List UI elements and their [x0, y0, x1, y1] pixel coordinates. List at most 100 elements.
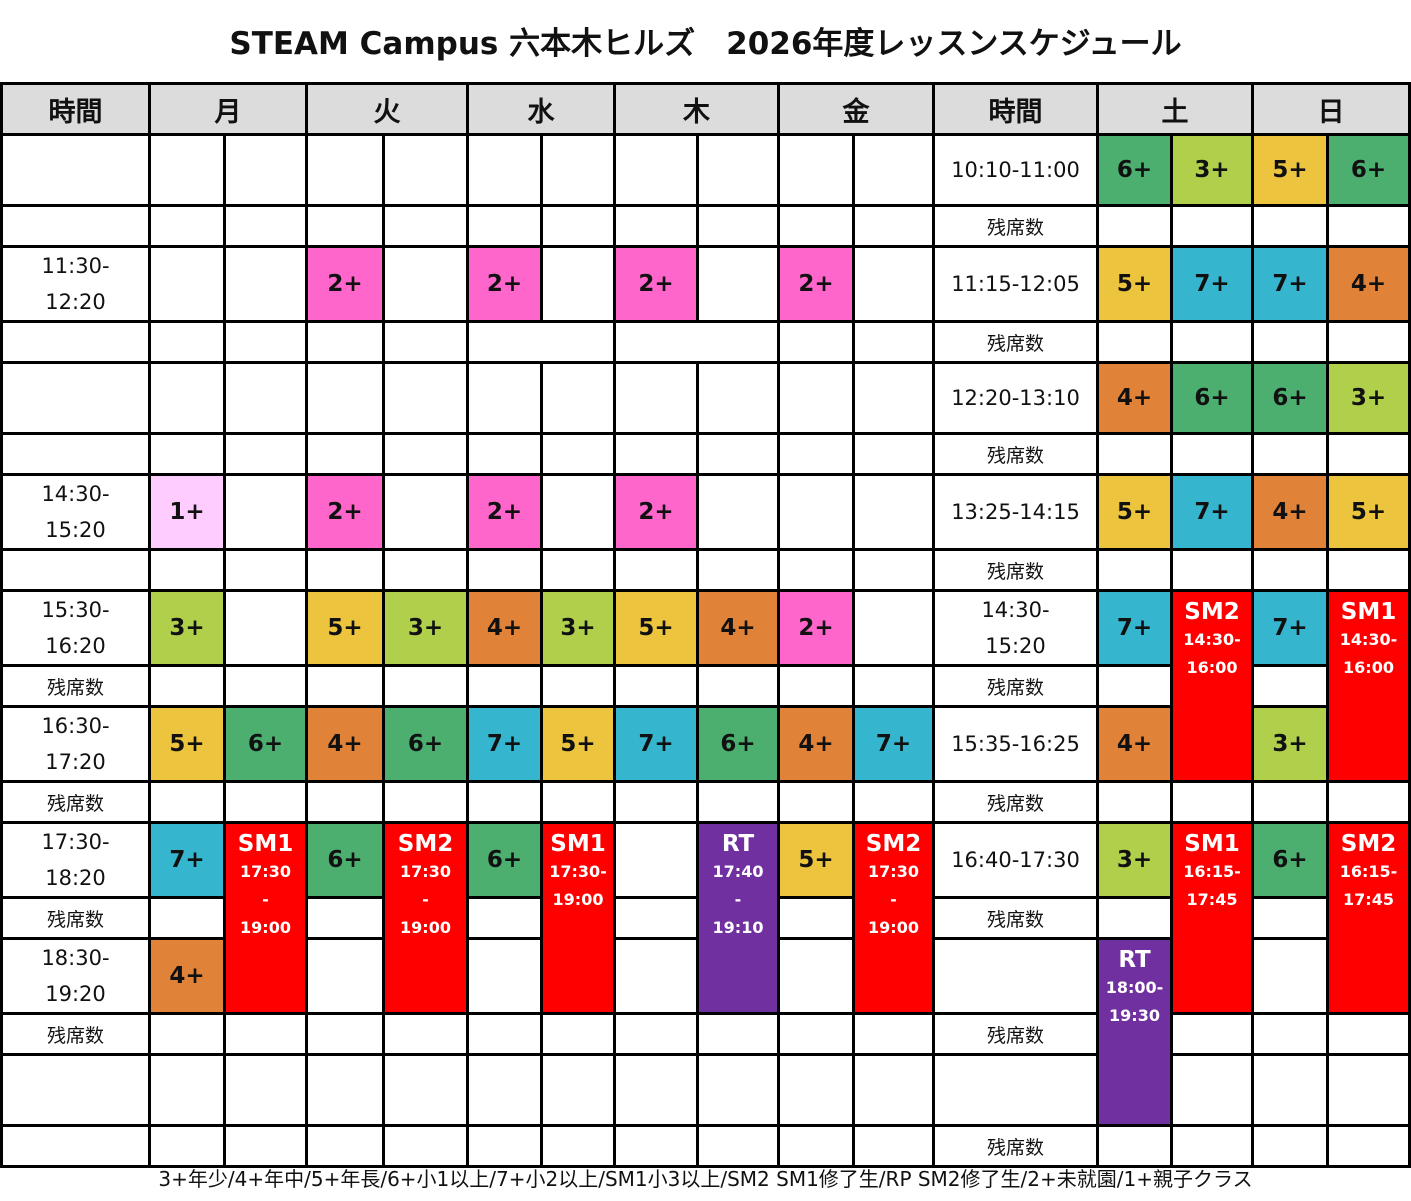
empty-cell	[466, 133, 543, 207]
weekend-time: 10:10-11:00	[932, 133, 1099, 207]
empty-cell	[777, 432, 855, 476]
header-thu: 木	[613, 82, 780, 136]
empty-cell	[382, 1124, 469, 1168]
lesson-cell: 6+	[223, 705, 308, 783]
empty-cell	[696, 432, 780, 476]
remaining-label: 残席数	[932, 1012, 1099, 1056]
table-row: 10:10-11:00 6+ 3+ 5+ 6+	[0, 133, 1411, 207]
empty-cell	[540, 473, 616, 551]
lesson-cell: 6+	[466, 821, 543, 899]
weekend-time: 11:15-12:05	[932, 245, 1099, 323]
empty-cell	[382, 548, 469, 592]
empty-cell	[305, 133, 385, 207]
empty-cell	[1170, 432, 1254, 476]
lesson-cell: 7+	[1251, 589, 1329, 667]
empty-cell	[466, 361, 543, 435]
empty-cell	[1096, 780, 1173, 824]
empty-cell	[777, 896, 855, 940]
weekend-time: 13:25-14:15	[932, 473, 1099, 551]
lesson-cell: 7+	[613, 705, 699, 783]
empty-cell	[466, 320, 616, 364]
lesson-cell: 5+	[305, 589, 385, 667]
lesson-cell: 4+	[1251, 473, 1329, 551]
empty-cell	[305, 1012, 385, 1056]
table-row: 残席数	[0, 432, 1411, 476]
table-row: 残席数 残席数	[0, 664, 1410, 708]
page-title: STEAM Campus 六本木ヒルズ 2026年度レッスンスケジュール	[229, 26, 1182, 62]
empty-cell	[613, 1053, 699, 1127]
empty-cell	[0, 1124, 151, 1168]
lesson-cell: 2+	[466, 473, 543, 551]
empty-cell	[148, 780, 226, 824]
special-class-mon-sm1: SM1 17:30 - 19:00	[223, 821, 308, 1015]
empty-cell	[1251, 780, 1329, 824]
empty-cell	[148, 1053, 226, 1127]
table-row: 14:30- 15:20 1+ 2+ 2+ 2+ 13:25-14:15 5+ 7…	[0, 473, 1411, 551]
header-mon: 月	[148, 82, 308, 136]
empty-cell	[223, 133, 308, 207]
empty-cell	[305, 664, 385, 708]
empty-cell	[1096, 1124, 1173, 1168]
special-class-fri-sm2: SM2 17:30 - 19:00	[852, 821, 935, 1015]
special-class-sun-sm2: SM2 16:15- 17:45	[1326, 821, 1411, 1015]
empty-cell	[696, 548, 780, 592]
empty-cell	[466, 548, 543, 592]
header-time-weekend: 時間	[932, 82, 1099, 136]
empty-cell	[852, 133, 935, 207]
table-row: 11:30- 12:20 2+ 2+ 2+ 2+ 11:15-12:05 5+ 7…	[0, 245, 1411, 323]
empty-cell	[777, 473, 855, 551]
empty-cell	[852, 548, 935, 592]
lesson-cell: 5+	[540, 705, 616, 783]
empty-cell	[148, 1012, 226, 1056]
empty-cell	[382, 1053, 469, 1127]
special-class-sat-sm2: SM2 14:30- 16:00	[1170, 589, 1254, 783]
weekday-time: 14:30- 15:20	[0, 473, 151, 551]
empty-cell	[1326, 1124, 1411, 1168]
lesson-cell: 7+	[1170, 245, 1254, 323]
empty-cell	[382, 320, 469, 364]
empty-cell	[777, 1012, 855, 1056]
empty-cell	[223, 204, 308, 248]
empty-cell	[613, 780, 699, 824]
header-wed: 水	[466, 82, 616, 136]
empty-cell	[466, 1124, 543, 1168]
empty-cell	[696, 664, 780, 708]
empty-cell	[540, 133, 616, 207]
remaining-label: 残席数	[932, 432, 1099, 476]
lesson-cell: 4+	[305, 705, 385, 783]
empty-cell	[540, 1012, 616, 1056]
empty-cell	[613, 937, 699, 1015]
empty-cell	[1096, 548, 1173, 592]
empty-cell	[696, 1124, 780, 1168]
empty-cell	[1096, 896, 1173, 940]
table-row: 残席数 残席数	[0, 780, 1411, 824]
table-row: 残席数	[0, 204, 1411, 248]
empty-cell	[223, 548, 308, 592]
empty-cell	[0, 1053, 151, 1127]
empty-cell	[223, 664, 308, 708]
lesson-cell: 5+	[1096, 473, 1173, 551]
empty-cell	[223, 780, 308, 824]
empty-cell	[466, 896, 543, 940]
remaining-label: 残席数	[0, 780, 151, 824]
empty-cell	[148, 664, 226, 708]
empty-cell	[1326, 320, 1411, 364]
table-row: 16:30- 17:20 5+ 6+ 4+ 6+ 7+ 5+ 7+ 6+ 4+ 7…	[0, 705, 1410, 783]
empty-cell	[777, 133, 855, 207]
empty-cell	[148, 320, 226, 364]
lesson-cell: 7+	[466, 705, 543, 783]
empty-cell	[305, 320, 385, 364]
empty-cell	[1096, 204, 1173, 248]
empty-cell	[223, 473, 308, 551]
empty-cell	[1326, 548, 1411, 592]
lesson-cell: 3+	[540, 589, 616, 667]
empty-cell	[777, 664, 855, 708]
empty-cell	[466, 780, 543, 824]
lesson-cell: 2+	[777, 245, 855, 323]
lesson-cell: 6+	[1096, 133, 1173, 207]
empty-cell	[466, 664, 543, 708]
lesson-cell: 4+	[777, 705, 855, 783]
empty-cell	[1326, 432, 1411, 476]
schedule-table: 時間 月 火 水 木 金 時間 土 日 10:10-11:00 6+ 3+ 5+…	[0, 82, 1411, 1168]
table-row: 17:30- 18:20 7+ SM1 17:30 - 19:00 6+ SM2 …	[0, 821, 1411, 1015]
